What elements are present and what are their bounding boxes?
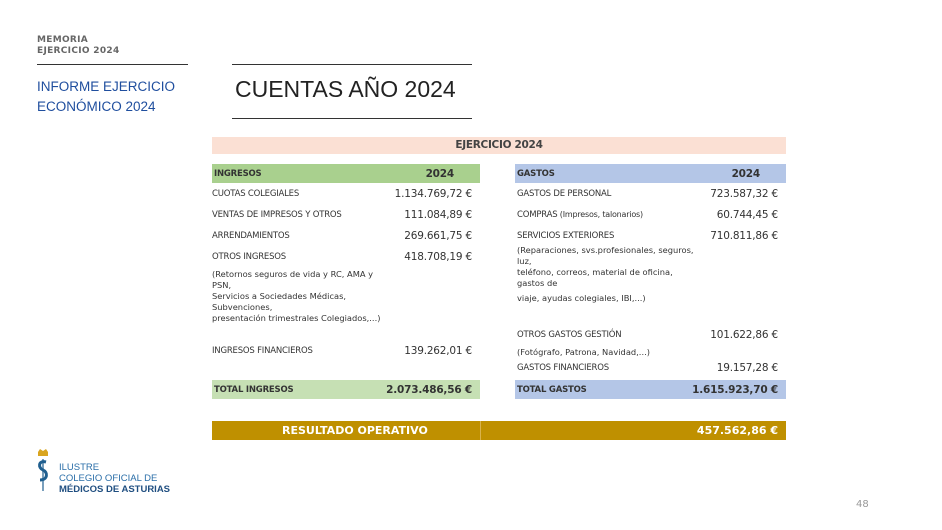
ejercicio-bar: EJERCICIO 2024 (212, 137, 786, 154)
desc-line: (Reparaciones, svs.profesionales, seguro… (517, 245, 694, 255)
row-label: GASTOS FINANCIEROS (517, 363, 609, 373)
header-line1: MEMORIA (37, 35, 89, 45)
table-row: COMPRAS (Impresos, talonarios) 60.744,45 … (517, 207, 786, 223)
ingresos-header-year: 2024 (425, 167, 455, 180)
desc-line: viaje, ayudas colegiales, IBI,...) (517, 293, 646, 303)
row-value: 418.708,19 € (404, 251, 472, 263)
page-number: 48 (856, 499, 869, 510)
row-label: INGRESOS FINANCIEROS (212, 346, 313, 356)
row-label: OTROS GASTOS GESTIÓN (517, 330, 622, 340)
divider (37, 64, 188, 65)
row-label: ARRENDAMIENTOS (212, 231, 290, 241)
row-label-extra: (Impresos, talonarios) (557, 210, 643, 219)
total-label: TOTAL GASTOS (517, 384, 587, 395)
row-value: 19.157,28 € (716, 362, 778, 374)
table-row: SERVICIOS EXTERIORES 710.811,86 € (517, 228, 786, 244)
ingresos-header-label: INGRESOS (214, 168, 262, 179)
title-top-rule (232, 64, 472, 65)
logo-line1: ILUSTRE (59, 462, 100, 473)
page-title: CUENTAS AÑO 2024 (235, 76, 456, 102)
title-bottom-rule (232, 118, 472, 119)
ingresos-header: INGRESOS 2024 (212, 164, 480, 183)
row-value: 111.084,89 € (404, 209, 472, 221)
desc-line: gastos de (517, 278, 558, 288)
row-label: GASTOS DE PERSONAL (517, 189, 612, 199)
total-label: TOTAL INGRESOS (214, 384, 294, 395)
desc-line: Servicios a Sociedades Médicas, (212, 291, 347, 301)
table-row: ARRENDAMIENTOS 269.661,75 € (212, 228, 480, 244)
desc-line: teléfono, correos, material de oficina, (517, 267, 673, 277)
resultado-divider (480, 421, 481, 440)
row-label: SERVICIOS EXTERIORES (517, 231, 615, 241)
doc-header: MEMORIA EJERCICIO 2024 (37, 35, 120, 57)
row-value: 60.744,45 € (716, 209, 778, 221)
gastos-header: GASTOS 2024 (515, 164, 786, 183)
section-title: INFORME EJERCICIO ECONÓMICO 2024 (37, 77, 175, 117)
row-label: OTROS INGRESOS (212, 252, 286, 262)
row-label: COMPRAS (517, 210, 558, 220)
gastos-header-year: 2024 (731, 167, 761, 180)
table-row: GASTOS DE PERSONAL 723.587,32 € (517, 186, 786, 202)
desc-line: Subvenciones, (212, 302, 273, 312)
row-value: 269.661,75 € (404, 230, 472, 242)
otros-gastos-description: (Fotógrafo, Patrona, Navidad,...) (517, 347, 650, 357)
section-line2: ECONÓMICO 2024 (37, 99, 156, 114)
logo-line3: MÉDICOS DE ASTURIAS (59, 484, 171, 495)
table-row: OTROS GASTOS GESTIÓN 101.622,86 € (517, 327, 786, 343)
row-label: CUOTAS COLEGIALES (212, 189, 300, 199)
row-value: 723.587,32 € (710, 188, 778, 200)
resultado-value: 457.562,86 € (696, 424, 778, 437)
total-value: 2.073.486,56 € (386, 383, 472, 396)
otros-ingresos-description: (Retornos seguros de vida y RC, AMA y PS… (212, 269, 387, 324)
gastos-header-label: GASTOS (517, 168, 555, 179)
table-row: CUOTAS COLEGIALES 1.134.769,72 € (212, 186, 480, 202)
row-value: 710.811,86 € (710, 230, 778, 242)
total-value: 1.615.923,70 € (692, 383, 778, 396)
college-logo-text: ILUSTRE COLEGIO OFICIAL DE MÉDICOS DE AS… (59, 462, 170, 495)
desc-line: presentación trimestrales Colegiados,...… (212, 313, 381, 323)
resultado-bar: RESULTADO OPERATIVO 457.562,86 € (212, 421, 786, 440)
header-line2: EJERCICIO 2024 (37, 46, 120, 56)
resultado-label: RESULTADO OPERATIVO (282, 424, 428, 437)
college-logo-icon (36, 448, 50, 494)
row-value: 101.622,86 € (710, 329, 778, 341)
servicios-description: (Reparaciones, svs.profesionales, seguro… (517, 245, 697, 304)
table-row: OTROS INGRESOS 418.708,19 € (212, 249, 480, 265)
table-row: INGRESOS FINANCIEROS 139.262,01 € (212, 343, 480, 359)
row-value: 1.134.769,72 € (394, 188, 473, 200)
table-row: VENTAS DE IMPRESOS Y OTROS 111.084,89 € (212, 207, 480, 223)
ingresos-total: TOTAL INGRESOS 2.073.486,56 € (212, 380, 480, 399)
desc-line: (Retornos seguros de vida y RC, AMA y (212, 269, 374, 279)
section-line1: INFORME EJERCICIO (37, 79, 176, 94)
table-row: GASTOS FINANCIEROS 19.157,28 € (517, 360, 786, 376)
row-label: VENTAS DE IMPRESOS Y OTROS (212, 210, 342, 220)
desc-line: luz, (517, 256, 532, 266)
row-value: 139.262,01 € (404, 345, 472, 357)
gastos-total: TOTAL GASTOS 1.615.923,70 € (515, 380, 786, 399)
desc-line: PSN, (212, 280, 232, 290)
logo-line2: COLEGIO OFICIAL DE (59, 473, 158, 484)
